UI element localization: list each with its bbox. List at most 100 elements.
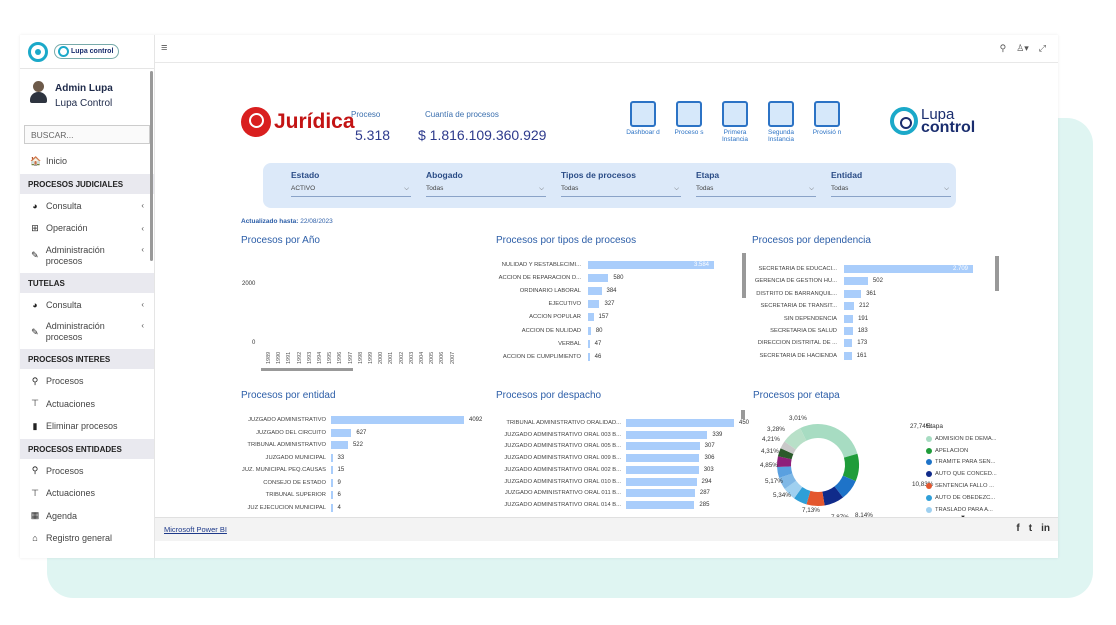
filter-etapa[interactable]: Etapa Todas ⌵ bbox=[696, 170, 816, 197]
filter-estado[interactable]: Estado ACTIVO ⌵ bbox=[291, 170, 411, 197]
bar[interactable] bbox=[626, 465, 699, 474]
bar[interactable] bbox=[844, 265, 973, 273]
sidebar-item-consulta[interactable]: ◕ Consulta ‹ bbox=[20, 195, 154, 218]
legend-item[interactable]: AUTO DE OBEDEZC... bbox=[926, 492, 997, 504]
bar[interactable] bbox=[331, 491, 333, 499]
chart-scrollbar[interactable] bbox=[741, 410, 745, 419]
sidebar-item-administraci-n-procesos[interactable]: ✎ Administración procesos ‹ bbox=[20, 316, 154, 348]
donut-slice[interactable] bbox=[800, 424, 858, 458]
bar-value-label: 80 bbox=[595, 327, 603, 334]
bar[interactable] bbox=[588, 326, 591, 335]
sidebar-logo[interactable]: Lupa control bbox=[20, 35, 154, 69]
bar[interactable] bbox=[588, 274, 609, 283]
sidebar-item-administraci-n-procesos[interactable]: ✎ Administración procesos ‹ bbox=[20, 240, 154, 272]
bar[interactable] bbox=[331, 416, 464, 424]
donut-slice[interactable] bbox=[777, 448, 794, 460]
bar[interactable] bbox=[588, 352, 590, 361]
bar[interactable] bbox=[331, 441, 348, 449]
sidebar-item-consulta[interactable]: ◕ Consulta ‹ bbox=[20, 294, 154, 317]
filter-dropdown[interactable]: ACTIVO ⌵ bbox=[291, 185, 411, 197]
filter-entidad[interactable]: Entidad Todas ⌵ bbox=[831, 170, 951, 197]
chart-scrollbar[interactable] bbox=[742, 253, 746, 298]
donut-slice[interactable] bbox=[777, 466, 793, 478]
donut-slice[interactable] bbox=[806, 490, 825, 506]
nav-provisi-n[interactable]: Provisió n bbox=[809, 101, 845, 143]
bar[interactable] bbox=[844, 277, 868, 286]
bar[interactable] bbox=[331, 466, 333, 474]
user-menu-icon[interactable]: ♙▾ bbox=[1016, 43, 1029, 53]
bar[interactable] bbox=[588, 313, 594, 322]
bar[interactable] bbox=[626, 454, 700, 463]
sidebar-item-actuaciones[interactable]: ⊤ Actuaciones bbox=[20, 393, 154, 416]
sidebar-item-procesos[interactable]: ⚲ Procesos bbox=[20, 370, 154, 393]
bar[interactable] bbox=[626, 489, 695, 498]
bar[interactable] bbox=[331, 428, 352, 437]
hamburger-menu-icon[interactable]: ≡ bbox=[161, 42, 168, 54]
kpi-cuantia-label: Cuantía de procesos bbox=[425, 110, 499, 119]
nav-segunda-instancia[interactable]: Segunda Instancia bbox=[763, 101, 799, 143]
bar[interactable] bbox=[626, 430, 708, 439]
filter-dropdown[interactable]: Todas ⌵ bbox=[561, 185, 681, 197]
bar[interactable] bbox=[588, 339, 590, 348]
sidebar-item-procesos[interactable]: ⚲ Procesos bbox=[20, 460, 154, 483]
sidebar-item-inicio[interactable]: 🏠 Inicio bbox=[20, 150, 154, 173]
sidebar-item-eliminar-procesos[interactable]: ▮ Eliminar procesos bbox=[20, 415, 154, 438]
bar[interactable] bbox=[588, 261, 714, 269]
sidebar-item-registro-general[interactable]: ⌂ Registro general bbox=[20, 527, 154, 550]
bar[interactable] bbox=[844, 289, 862, 298]
legend-item[interactable]: TRASLADO PARA A... bbox=[926, 504, 997, 516]
sidebar-item-operaci-n[interactable]: ⊞ Operación ‹ bbox=[20, 217, 154, 240]
bar[interactable] bbox=[626, 500, 695, 509]
donut-slice[interactable] bbox=[779, 473, 797, 489]
filter-dropdown[interactable]: Todas ⌵ bbox=[696, 185, 816, 197]
donut-slice[interactable] bbox=[784, 480, 803, 499]
legend-item[interactable]: TRAMITE PARA SEN... bbox=[926, 457, 997, 469]
powerbi-link[interactable]: Microsoft Power BI bbox=[164, 525, 227, 534]
donut-slice[interactable] bbox=[842, 453, 859, 482]
sidebar-item-agenda[interactable]: ▦ Agenda bbox=[20, 505, 154, 528]
nav-dashboar-d[interactable]: Dashboar d bbox=[625, 101, 661, 143]
bar[interactable] bbox=[626, 419, 734, 427]
donut-slice[interactable] bbox=[780, 441, 796, 454]
nav-proceso-s[interactable]: Proceso s bbox=[671, 101, 707, 143]
bar[interactable] bbox=[844, 302, 855, 311]
search-icon[interactable]: ⚲ bbox=[999, 43, 1007, 53]
twitter-icon[interactable]: t bbox=[1028, 523, 1033, 534]
chart-scrollbar[interactable] bbox=[995, 256, 999, 291]
bar[interactable] bbox=[844, 327, 853, 335]
juridica-logo: Jurídica bbox=[241, 107, 355, 137]
bar[interactable] bbox=[844, 339, 853, 348]
bar[interactable] bbox=[626, 477, 697, 486]
bar[interactable] bbox=[331, 503, 333, 512]
legend-item[interactable]: ADMISION DE DEMA... bbox=[926, 433, 997, 445]
user-profile[interactable]: Admin Lupa Lupa Control bbox=[20, 69, 154, 123]
bar[interactable] bbox=[626, 442, 700, 451]
bar[interactable] bbox=[331, 453, 333, 462]
donut-slice[interactable] bbox=[822, 486, 844, 506]
sidebar-item-actuaciones[interactable]: ⊤ Actuaciones bbox=[20, 482, 154, 505]
donut-slice[interactable] bbox=[794, 486, 811, 505]
donut-slice[interactable] bbox=[834, 475, 856, 498]
filter-tipos-de-procesos[interactable]: Tipos de procesos Todas ⌵ bbox=[561, 170, 681, 197]
bar[interactable] bbox=[844, 314, 854, 323]
legend-item[interactable]: AUTO QUE CONCED... bbox=[926, 468, 997, 480]
donut-slice[interactable] bbox=[784, 428, 807, 450]
bar[interactable] bbox=[588, 287, 602, 296]
legend-item[interactable]: APELACION bbox=[926, 445, 997, 457]
bar[interactable] bbox=[844, 351, 852, 360]
bar[interactable] bbox=[588, 300, 600, 309]
legend-item[interactable]: SENTENCIA FALLO ... bbox=[926, 480, 997, 492]
horizontal-scrollbar[interactable] bbox=[261, 368, 353, 371]
donut-slice[interactable] bbox=[777, 456, 792, 468]
bar[interactable] bbox=[331, 478, 333, 487]
filter-dropdown[interactable]: Todas ⌵ bbox=[426, 185, 546, 197]
filter-dropdown[interactable]: Todas ⌵ bbox=[831, 185, 951, 197]
nav-primera-instancia[interactable]: Primera Instancia bbox=[717, 101, 753, 143]
sidebar-scrollbar[interactable] bbox=[150, 71, 153, 261]
facebook-icon[interactable]: f bbox=[1016, 523, 1020, 534]
filter-abogado[interactable]: Abogado Todas ⌵ bbox=[426, 170, 546, 197]
expand-icon[interactable]: ⤢ bbox=[1038, 43, 1046, 53]
search-input[interactable]: BUSCAR... bbox=[24, 125, 150, 144]
linkedin-icon[interactable]: in bbox=[1041, 523, 1050, 534]
legend-marker bbox=[926, 483, 932, 490]
